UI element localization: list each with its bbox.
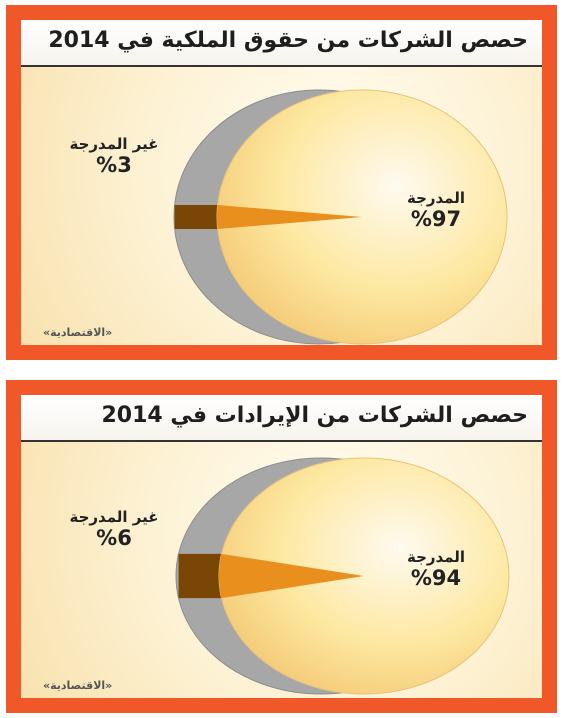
slice-percent: %94 <box>410 566 462 591</box>
pie-slice-unlisted <box>216 205 362 229</box>
slice-label-listed: المدرجة %94 <box>376 548 496 591</box>
title-bar: حصص الشركات من الإيرادات في 2014 <box>21 395 542 442</box>
pie-slice-side-unlisted <box>178 553 222 599</box>
slice-percent: %3 <box>96 153 132 178</box>
chart-title: حصص الشركات من الإيرادات في 2014 <box>101 403 528 428</box>
chart-title: حصص الشركات من حقوق الملكية في 2014 <box>48 28 528 53</box>
title-bar: حصص الشركات من حقوق الملكية في 2014 <box>21 20 542 67</box>
source-note: «الاقتصادية» <box>43 326 113 339</box>
slice-name: المدرجة <box>406 548 466 566</box>
slice-percent: %97 <box>410 207 462 232</box>
pie-slice-side-unlisted <box>174 205 218 229</box>
chart-area: حصص الشركات من حقوق الملكية في 2014 غير … <box>21 20 542 345</box>
slice-label-unlisted: غير المدرجة %6 <box>59 508 169 551</box>
chart-area: حصص الشركات من الإيرادات في 2014 غير الم… <box>21 395 542 698</box>
slice-name: المدرجة <box>406 189 466 207</box>
pie-chart <box>173 89 508 345</box>
source-note: «الاقتصادية» <box>43 679 113 692</box>
slice-percent: %6 <box>96 526 132 551</box>
chart-panel-equity: حصص الشركات من حقوق الملكية في 2014 غير … <box>6 5 557 360</box>
pie-chart <box>175 457 510 695</box>
slice-label-listed: المدرجة %97 <box>376 189 496 232</box>
pie-slice-unlisted <box>219 553 364 599</box>
chart-panel-revenue: حصص الشركات من الإيرادات في 2014 غير الم… <box>6 380 557 713</box>
slice-name: غير المدرجة <box>69 508 159 526</box>
slice-name: غير المدرجة <box>69 135 159 153</box>
slice-label-unlisted: غير المدرجة %3 <box>59 135 169 178</box>
